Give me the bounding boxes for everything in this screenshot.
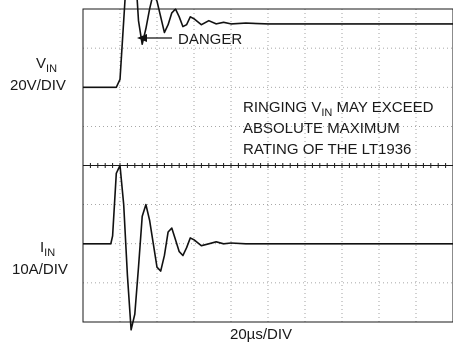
vin-channel-label: VIN: [36, 55, 57, 75]
iin-trace: [83, 164, 453, 331]
danger-label: DANGER: [178, 31, 242, 48]
iin-channel-label: IIN: [40, 239, 55, 259]
danger-arrowhead: [137, 34, 147, 42]
note-line-1: RINGING VIN MAY EXCEED: [243, 99, 434, 119]
note-line-3: RATING OF THE LT1936: [243, 141, 411, 158]
x-axis-label: 20µs/DIV: [230, 326, 292, 343]
vin-scale-label: 20V/DIV: [10, 77, 66, 94]
vin-trace: [83, 0, 453, 89]
axis-ticks: [82, 163, 453, 168]
iin-scale-label: 10A/DIV: [12, 261, 68, 278]
note-line-2: ABSOLUTE MAXIMUM: [243, 120, 400, 137]
